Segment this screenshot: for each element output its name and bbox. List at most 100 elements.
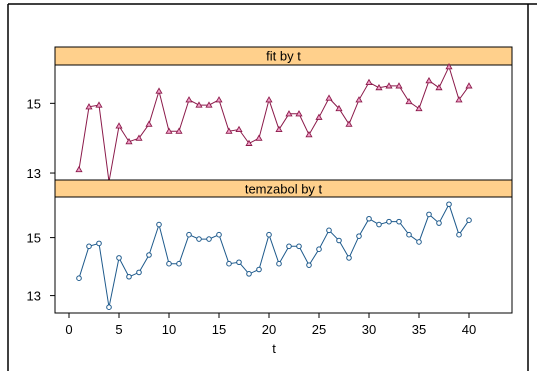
data-point (106, 304, 112, 311)
data-point (85, 103, 93, 110)
data-point (375, 83, 383, 91)
data-point (326, 227, 332, 234)
data-point (406, 231, 412, 238)
data-point (386, 218, 392, 225)
x-axis-label: t (272, 341, 276, 356)
data-point (315, 113, 323, 120)
data-point (75, 165, 83, 173)
data-point (445, 63, 453, 70)
data-point (176, 260, 182, 267)
data-point (356, 233, 362, 239)
data-point (385, 82, 393, 89)
data-point (95, 101, 103, 108)
data-point (265, 96, 273, 103)
data-point (285, 110, 293, 117)
y-tick-label: 13 (27, 289, 41, 304)
data-point (456, 231, 462, 238)
data-point (345, 120, 353, 127)
panel-2: temzabol by t 13 15 (27, 179, 513, 314)
data-point (145, 120, 153, 127)
data-point (455, 96, 463, 103)
data-point (435, 83, 443, 91)
data-point (325, 94, 333, 101)
data-point (116, 255, 122, 261)
data-point (415, 104, 423, 112)
data-point (275, 125, 283, 133)
data-point (186, 231, 192, 238)
panel-title: fit by t (266, 49, 301, 64)
x-tick-label: 15 (212, 322, 226, 337)
x-tick-label: 40 (462, 322, 476, 337)
y-tick-label: 15 (27, 231, 41, 246)
data-point (226, 260, 232, 267)
data-point (305, 130, 313, 138)
data-point (225, 127, 233, 134)
series-line (78, 65, 470, 182)
data-point (165, 127, 173, 134)
x-tick-label: 25 (312, 322, 326, 337)
data-point (195, 101, 203, 108)
data-point (465, 82, 473, 89)
data-point (136, 269, 142, 276)
data-point (216, 231, 222, 238)
data-point (236, 259, 242, 266)
data-point (286, 243, 292, 250)
data-point (146, 252, 152, 258)
data-point (256, 266, 262, 273)
data-point (115, 122, 123, 129)
data-point (316, 246, 322, 252)
data-point (335, 104, 343, 112)
data-point (446, 201, 452, 208)
data-point (205, 101, 213, 108)
data-point (395, 82, 403, 89)
data-point (295, 110, 303, 117)
data-point (86, 243, 92, 250)
data-point (336, 237, 342, 244)
data-point (396, 218, 402, 225)
data-point (426, 211, 432, 218)
data-point (246, 271, 252, 277)
data-point (296, 243, 302, 250)
data-point (366, 215, 372, 222)
series-line (78, 203, 470, 308)
x-tick-label: 5 (115, 322, 122, 337)
x-tick-label: 10 (162, 322, 176, 337)
data-point (376, 221, 382, 228)
data-point (76, 275, 82, 282)
data-point (235, 125, 243, 133)
data-point (405, 97, 413, 105)
panel-title: temzabol by t (245, 182, 323, 197)
data-point (175, 127, 183, 134)
y-tick-label: 15 (27, 96, 41, 111)
data-point (156, 221, 162, 228)
data-point (416, 239, 422, 245)
data-point (436, 220, 442, 226)
panel-1: fit by t 13 15 (27, 46, 513, 185)
data-point (266, 231, 272, 238)
data-point (346, 255, 352, 261)
data-point (245, 139, 253, 146)
data-point (276, 260, 282, 267)
data-point (425, 76, 433, 84)
data-point (206, 236, 212, 242)
data-point (155, 87, 163, 94)
data-point (466, 217, 472, 223)
data-point (355, 96, 363, 103)
data-point (215, 96, 223, 103)
data-point (196, 236, 202, 242)
y-tick-label: 13 (27, 166, 41, 181)
data-point (126, 273, 132, 280)
x-tick-label: 35 (412, 322, 426, 337)
data-point (166, 260, 172, 267)
data-point (255, 134, 263, 141)
x-tick-label: 30 (362, 322, 376, 337)
data-point (125, 137, 133, 145)
data-point (135, 134, 143, 141)
data-point (306, 262, 312, 268)
x-tick-label: 0 (65, 322, 72, 337)
x-tick-label: 20 (262, 322, 276, 337)
data-point (365, 78, 373, 85)
data-point (185, 96, 193, 103)
